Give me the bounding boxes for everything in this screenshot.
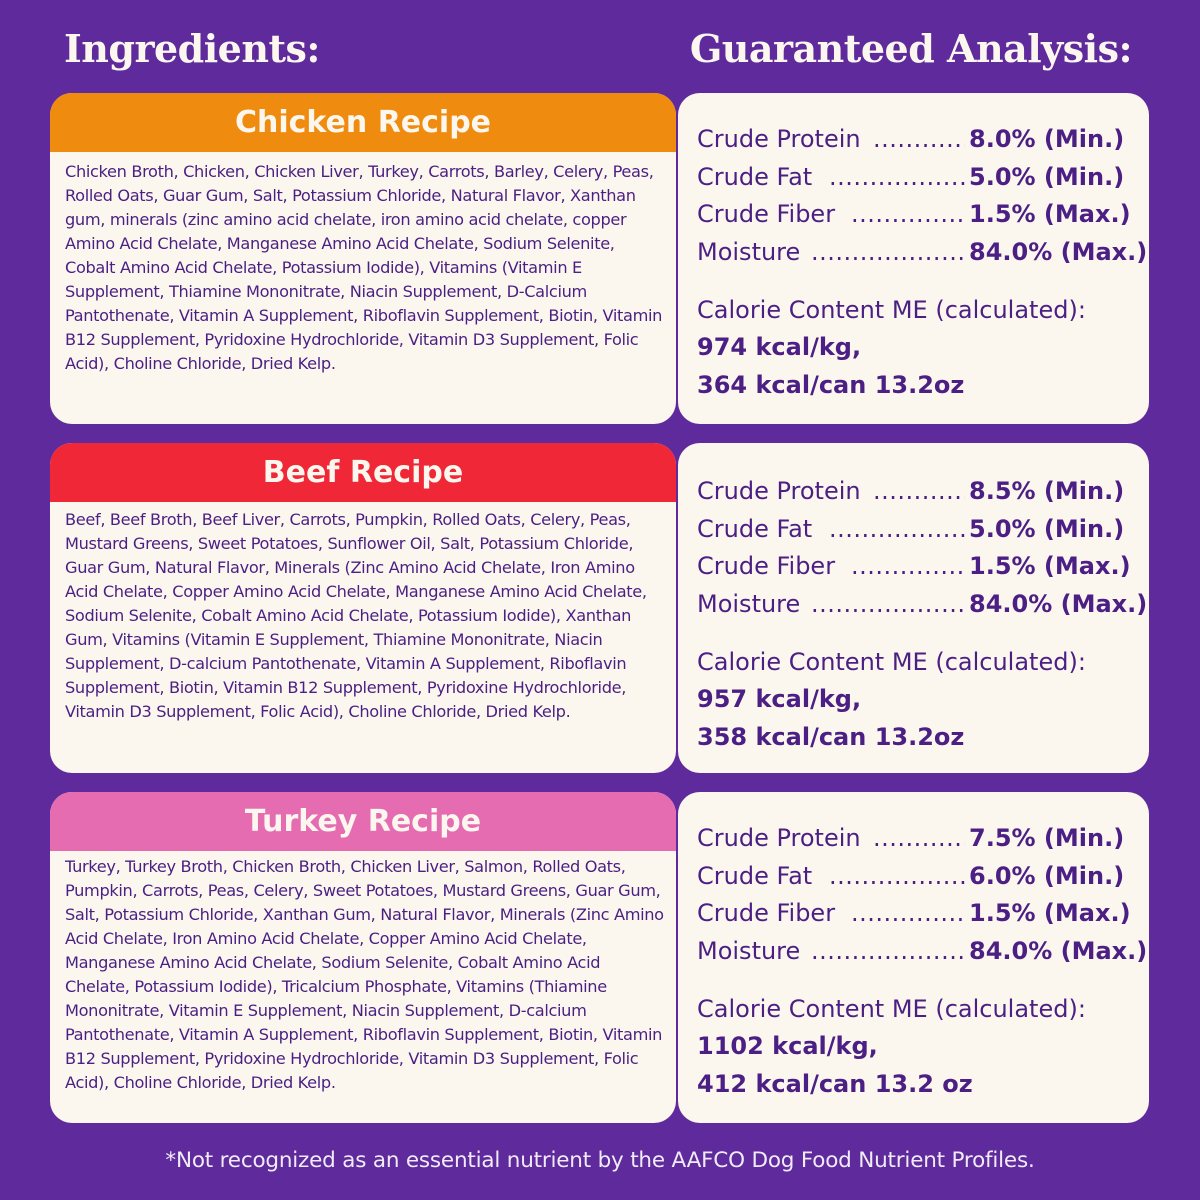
calorie-label: Calorie Content ME (calculated): xyxy=(697,994,1086,1023)
analysis-row-protein: Crude Protein 8.5% (Min.) xyxy=(697,473,1149,511)
analysis-row-moisture: Moisture 84.0% (Max.) xyxy=(697,234,1149,272)
calorie-per-kg: 1102 kcal/kg, xyxy=(697,1032,878,1061)
analysis-label: Moisture xyxy=(697,937,801,966)
chicken-ingredients-text: Chicken Broth, Chicken, Chicken Liver, T… xyxy=(65,162,663,373)
analysis-label: Crude Fat xyxy=(697,514,813,543)
analysis-label: Crude Fiber xyxy=(697,899,836,928)
analysis-row-fiber: Crude Fiber 1.5% (Max.) xyxy=(697,895,1149,933)
analysis-row-moisture: Moisture 84.0% (Max.) xyxy=(697,933,1149,971)
analysis-value: 84.0% (Max.) xyxy=(969,937,1148,966)
analysis-row-fat: Crude Fat 6.0% (Min.) xyxy=(697,858,1149,896)
analysis-row-fat: Crude Fat 5.0% (Min.) xyxy=(697,511,1149,549)
analysis-value: 7.5% (Min.) xyxy=(969,824,1125,852)
analysis-label: Crude Fiber xyxy=(697,200,836,229)
turkey-ingredients-card: Turkey Recipe Turkey, Turkey Broth, Chic… xyxy=(50,792,676,1123)
turkey-ingredients-text: Turkey, Turkey Broth, Chicken Broth, Chi… xyxy=(65,857,664,1092)
beef-recipe-title: Beef Recipe xyxy=(262,455,464,490)
aafco-footnote: *Not recognized as an essential nutrient… xyxy=(165,1148,1035,1173)
analysis-value: 5.0% (Min.) xyxy=(969,162,1125,191)
analysis-value: 1.5% (Max.) xyxy=(969,552,1131,581)
analysis-value: 5.0% (Min.) xyxy=(969,514,1125,543)
analysis-value: 1.5% (Max.) xyxy=(969,200,1131,229)
turkey-analysis-card: Crude Protein 7.5% (Min.) Crude Fat 6.0% (… xyxy=(678,792,1149,1123)
analysis-label: Crude Fat xyxy=(697,861,813,890)
analysis-row-protein: Crude Protein 7.5% (Min.) xyxy=(697,820,1149,858)
ingredients-heading: Ingredients: xyxy=(64,26,320,71)
analysis-label: Moisture xyxy=(697,590,801,619)
calorie-label: Calorie Content ME (calculated): xyxy=(697,647,1086,676)
analysis-row-fat: Crude Fat 5.0% (Min.) xyxy=(697,159,1149,197)
calorie-per-can: 412 kcal/can 13.2 oz xyxy=(697,1070,973,1099)
calorie-per-can: 358 kcal/can 13.2oz xyxy=(697,723,965,752)
beef-recipe-header: Beef Recipe xyxy=(50,443,676,502)
analysis-value: 84.0% (Max.) xyxy=(969,238,1148,267)
beef-ingredients-text: Beef, Beef Broth, Beef Liver, Carrots, P… xyxy=(65,510,647,721)
calorie-per-can: 364 kcal/can 13.2oz xyxy=(697,371,965,400)
analysis-label: Crude Protein xyxy=(697,125,861,153)
calorie-label: Calorie Content ME (calculated): xyxy=(697,295,1086,324)
analysis-value: 84.0% (Max.) xyxy=(969,590,1148,619)
analysis-row-fiber: Crude Fiber 1.5% (Max.) xyxy=(697,196,1149,234)
calorie-per-kg: 974 kcal/kg, xyxy=(697,333,862,362)
chicken-recipe-header: Chicken Recipe xyxy=(50,93,676,152)
analysis-value: 1.5% (Max.) xyxy=(969,899,1131,928)
calorie-per-kg: 957 kcal/kg, xyxy=(697,685,862,714)
calorie-content: Calorie Content ME (calculated): 1102 kc… xyxy=(697,991,1149,1104)
analysis-label: Crude Fat xyxy=(697,162,813,191)
analysis-label: Moisture xyxy=(697,238,801,267)
turkey-recipe-title: Turkey Recipe xyxy=(244,804,482,839)
calorie-content: Calorie Content ME (calculated): 974 kca… xyxy=(697,292,1149,405)
analysis-value: 8.5% (Min.) xyxy=(969,477,1125,505)
calorie-content: Calorie Content ME (calculated): 957 kca… xyxy=(697,644,1149,757)
analysis-value: 8.0% (Min.) xyxy=(969,125,1125,153)
analysis-row-fiber: Crude Fiber 1.5% (Max.) xyxy=(697,548,1149,586)
analysis-label: Crude Protein xyxy=(697,824,861,852)
chicken-analysis-card: Crude Protein 8.0% (Min.) Crude Fat 5.0% (… xyxy=(678,93,1149,424)
analysis-value: 6.0% (Min.) xyxy=(969,861,1125,890)
analysis-row-moisture: Moisture 84.0% (Max.) xyxy=(697,586,1149,624)
guaranteed-analysis-heading: Guaranteed Analysis: xyxy=(689,26,1133,71)
chicken-recipe-title: Chicken Recipe xyxy=(234,105,492,140)
beef-ingredients-card: Beef Recipe Beef, Beef Broth, Beef Liver… xyxy=(50,443,676,773)
beef-analysis-card: Crude Protein 8.5% (Min.) Crude Fat 5.0% (… xyxy=(678,443,1149,773)
analysis-label: Crude Fiber xyxy=(697,552,836,581)
analysis-row-protein: Crude Protein 8.0% (Min.) xyxy=(697,121,1149,159)
chicken-ingredients-card: Chicken Recipe Chicken Broth, Chicken, C… xyxy=(50,93,676,424)
analysis-label: Crude Protein xyxy=(697,477,861,505)
turkey-recipe-header: Turkey Recipe xyxy=(50,792,676,851)
